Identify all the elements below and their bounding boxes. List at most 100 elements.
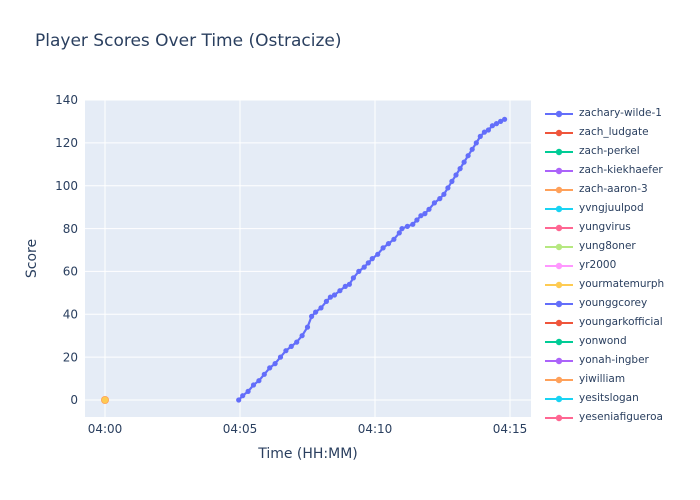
legend-marker-icon — [545, 129, 573, 136]
series-marker-zachary-wilde-1[interactable] — [426, 206, 432, 212]
series-marker-zachary-wilde-1[interactable] — [410, 221, 416, 227]
series-marker-zachary-wilde-1[interactable] — [240, 393, 246, 399]
series-marker-zachary-wilde-1[interactable] — [457, 166, 463, 172]
y-tick-label-120: 120 — [55, 136, 78, 150]
legend-dot — [555, 319, 563, 326]
series-marker-zachary-wilde-1[interactable] — [449, 178, 455, 184]
series-marker-zachary-wilde-1[interactable] — [236, 397, 242, 403]
legend-item-yonwond[interactable]: yonwond — [544, 332, 696, 351]
legend-item-yesitslogan[interactable]: yesitslogan — [544, 389, 696, 408]
series-marker-zachary-wilde-1[interactable] — [404, 223, 410, 229]
legend-dot — [555, 167, 563, 174]
series-marker-zachary-wilde-1[interactable] — [485, 127, 491, 133]
legend-label: zach-perkel — [579, 145, 640, 157]
legend-dot — [555, 395, 563, 402]
legend-marker-icon — [545, 300, 573, 307]
legend-item-yung8oner[interactable]: yung8oner — [544, 237, 696, 256]
series-marker-zachary-wilde-1[interactable] — [267, 365, 273, 371]
legend-dot — [555, 110, 563, 117]
series-marker-zachary-wilde-1[interactable] — [299, 333, 305, 339]
series-marker-zachary-wilde-1[interactable] — [256, 378, 262, 384]
series-marker-zachary-wilde-1[interactable] — [283, 348, 289, 354]
series-marker-zachary-wilde-1[interactable] — [431, 200, 437, 206]
legend-item-zach-aaron-3[interactable]: zach-aaron-3 — [544, 180, 696, 199]
series-marker-zachary-wilde-1[interactable] — [250, 382, 257, 388]
series-marker-zachary-wilde-1[interactable] — [294, 339, 300, 345]
series-marker-zachary-wilde-1[interactable] — [445, 185, 451, 191]
series-marker-zachary-wilde-1[interactable] — [245, 388, 251, 394]
series-marker-zachary-wilde-1[interactable] — [323, 298, 329, 304]
series-marker-zachary-wilde-1[interactable] — [365, 260, 371, 266]
series-marker-zachary-wilde-1[interactable] — [469, 146, 475, 152]
series-marker-zachary-wilde-1[interactable] — [418, 213, 424, 219]
legend-item-yiwilliam[interactable]: yiwilliam — [544, 370, 696, 389]
series-marker-zachary-wilde-1[interactable] — [375, 251, 381, 257]
series-marker-zachary-wilde-1[interactable] — [261, 371, 267, 377]
legend-marker-icon — [545, 357, 573, 364]
series-marker-zachary-wilde-1[interactable] — [350, 275, 356, 281]
x-tick-label-04:05: 04:05 — [223, 422, 258, 436]
series-marker-zachary-wilde-1[interactable] — [369, 256, 375, 262]
y-tick-label-140: 140 — [55, 93, 78, 107]
plot-background[interactable] — [85, 100, 531, 417]
series-marker-zachary-wilde-1[interactable] — [422, 211, 428, 217]
legend-item-zach-kiekhaefer[interactable]: zach-kiekhaefer — [544, 161, 696, 180]
series-marker-zachary-wilde-1[interactable] — [327, 294, 333, 300]
series-marker-zachary-wilde-1[interactable] — [465, 153, 471, 159]
series-marker-zachary-wilde-1[interactable] — [313, 309, 319, 315]
series-zachary-wilde-1[interactable] — [236, 116, 508, 403]
legend-item-yeseniafigueroa[interactable]: yeseniafigueroa — [544, 408, 696, 423]
legend-item-youngarkofficial[interactable]: youngarkofficial — [544, 313, 696, 332]
series-marker-zachary-wilde-1[interactable] — [473, 140, 479, 146]
series-line-zachary-wilde-1[interactable] — [237, 118, 506, 402]
series-marker-zachary-wilde-1[interactable] — [399, 226, 405, 232]
legend-marker-icon — [545, 224, 573, 231]
series-marker-zachary-wilde-1[interactable] — [342, 283, 348, 289]
x-tick-label-04:10: 04:10 — [358, 422, 393, 436]
legend-item-yonah-ingber[interactable]: yonah-ingber — [544, 351, 696, 370]
legend-item-yvngjuulpod[interactable]: yvngjuulpod — [544, 199, 696, 218]
series-marker-zachary-wilde-1[interactable] — [489, 123, 495, 129]
series-marker-zachary-wilde-1[interactable] — [396, 230, 402, 236]
legend-dot — [555, 148, 563, 155]
legend-item-zachary-wilde-1[interactable]: zachary-wilde-1 — [544, 104, 696, 123]
series-marker-zachary-wilde-1[interactable] — [481, 129, 487, 135]
series-marker-zachary-wilde-1[interactable] — [437, 196, 443, 202]
series-marker-zachary-wilde-1[interactable] — [318, 305, 324, 311]
legend-item-zach_ludgate[interactable]: zach_ludgate — [544, 123, 696, 142]
legend-label: yesitslogan — [579, 392, 639, 404]
legend-item-zach-perkel[interactable]: zach-perkel — [544, 142, 696, 161]
series-marker-zachary-wilde-1[interactable] — [498, 118, 504, 124]
series-marker-zachary-wilde-1[interactable] — [380, 245, 386, 251]
legend-dot — [555, 243, 563, 250]
series-marker-zachary-wilde-1[interactable] — [461, 159, 467, 165]
series-yourmatemurph[interactable] — [101, 396, 109, 404]
series-marker-zachary-wilde-1[interactable] — [477, 133, 483, 139]
legend-dot — [555, 357, 563, 364]
series-marker-zachary-wilde-1[interactable] — [453, 172, 459, 178]
legend-item-younggcorey[interactable]: younggcorey — [544, 294, 696, 313]
series-marker-zachary-wilde-1[interactable] — [331, 292, 338, 298]
legend-item-yungvirus[interactable]: yungvirus — [544, 218, 696, 237]
series-marker-zachary-wilde-1[interactable] — [337, 288, 343, 294]
series-marker-zachary-wilde-1[interactable] — [493, 121, 500, 127]
series-marker-zachary-wilde-1[interactable] — [414, 217, 420, 223]
legend-label: zach-aaron-3 — [579, 183, 648, 195]
series-marker-zachary-wilde-1[interactable] — [385, 241, 392, 247]
series-marker-zachary-wilde-1[interactable] — [277, 354, 284, 360]
series-marker-zachary-wilde-1[interactable] — [304, 324, 311, 330]
legend-item-yr2000[interactable]: yr2000 — [544, 256, 696, 275]
legend-dot — [555, 205, 563, 212]
series-marker-zachary-wilde-1[interactable] — [361, 264, 367, 270]
series-marker-zachary-wilde-1[interactable] — [391, 236, 397, 242]
series-marker-zachary-wilde-1[interactable] — [309, 313, 315, 319]
series-marker-zachary-wilde-1[interactable] — [356, 268, 362, 274]
series-marker-zachary-wilde-1[interactable] — [272, 361, 278, 367]
series-marker-zachary-wilde-1[interactable] — [288, 343, 294, 349]
legend-item-yourmatemurph[interactable]: yourmatemurph — [544, 275, 696, 294]
series-marker-zachary-wilde-1[interactable] — [502, 116, 508, 122]
series-marker-zachary-wilde-1[interactable] — [441, 191, 447, 197]
series-marker-zachary-wilde-1[interactable] — [346, 281, 352, 287]
series-marker-yourmatemurph[interactable] — [101, 396, 109, 404]
